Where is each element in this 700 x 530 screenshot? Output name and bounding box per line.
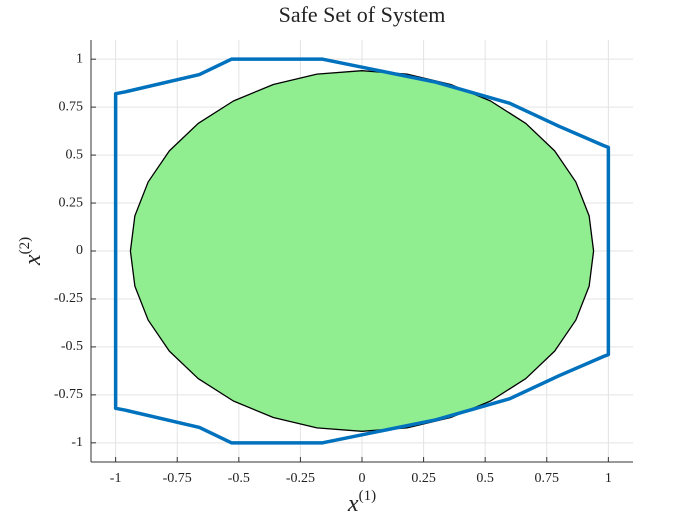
y-tick-label: 0.25 [59,195,84,210]
x-tick-label: -0.75 [163,471,192,486]
y-tick-label: 0.75 [59,99,84,114]
y-tick-label: -0.25 [54,291,83,306]
y-tick-label: -1 [71,435,83,450]
y-axis-label-base: x [20,254,46,266]
x-tick-label: 0.75 [535,471,560,486]
y-tick-label: -0.75 [54,387,83,402]
y-axis-label: x(2) [17,237,45,266]
x-tick-label: 0.25 [411,471,436,486]
y-tick-label: -0.5 [61,339,83,354]
y-tick-label: 1 [76,51,83,66]
chart-title: Safe Set of System [279,2,446,27]
x-tick-label: -1 [110,471,122,486]
y-tick-label: 0.5 [66,147,84,162]
x-axis-label: x(1) [347,488,376,516]
boundary-line [113,57,611,445]
x-axis-label-base: x [347,491,359,517]
x-tick-label: 0 [359,471,366,486]
y-tick-label: 0 [76,243,83,258]
x-tick-label: -0.25 [286,471,315,486]
x-tick-label: 1 [605,471,612,486]
x-tick-label: 0.5 [476,471,494,486]
x-axis-label-sup: (1) [359,488,377,504]
x-tick-label: -0.5 [228,471,250,486]
filled-region [129,70,595,432]
y-axis-label-sup: (2) [17,237,33,255]
